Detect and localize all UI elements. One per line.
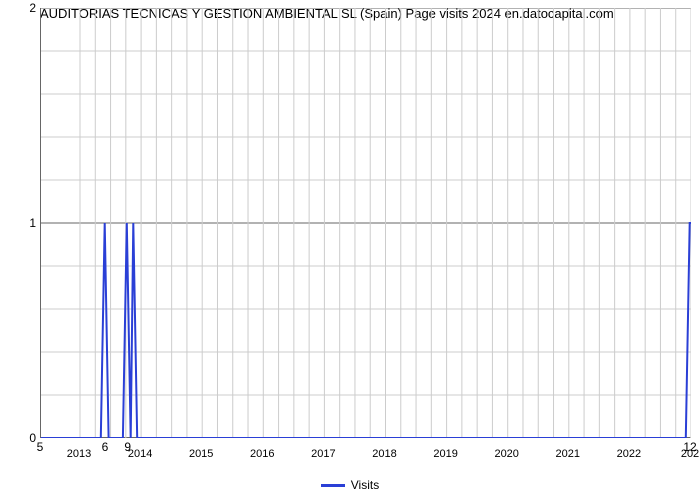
- legend-swatch: [321, 484, 345, 487]
- x-tick-label: 2015: [189, 448, 213, 460]
- overflow-value-label: 12: [683, 440, 696, 454]
- x-tick-label: 2019: [433, 448, 457, 460]
- overflow-value-label: 6: [102, 440, 109, 454]
- overflow-value-label: 5: [37, 440, 44, 454]
- x-tick-label: 2018: [372, 448, 396, 460]
- visits-line: [41, 223, 691, 438]
- x-tick-label: 2020: [494, 448, 518, 460]
- x-tick-label: 2017: [311, 448, 335, 460]
- legend-label: Visits: [351, 478, 379, 492]
- x-tick-label: 2013: [67, 448, 91, 460]
- overflow-value-label: 9: [124, 440, 131, 454]
- y-tick-label: 2: [8, 1, 36, 15]
- y-tick-label: 1: [8, 216, 36, 230]
- x-tick-label: 2021: [556, 448, 580, 460]
- x-tick-label: 2016: [250, 448, 274, 460]
- legend: Visits: [0, 477, 700, 492]
- x-tick-label: 2014: [128, 448, 152, 460]
- y-tick-label: 0: [8, 431, 36, 445]
- chart-container: AUDITORIAS TECNICAS Y GESTION AMBIENTAL …: [0, 0, 700, 500]
- plot-area: [40, 8, 690, 438]
- chart-svg: [41, 8, 691, 438]
- x-tick-label: 2022: [617, 448, 641, 460]
